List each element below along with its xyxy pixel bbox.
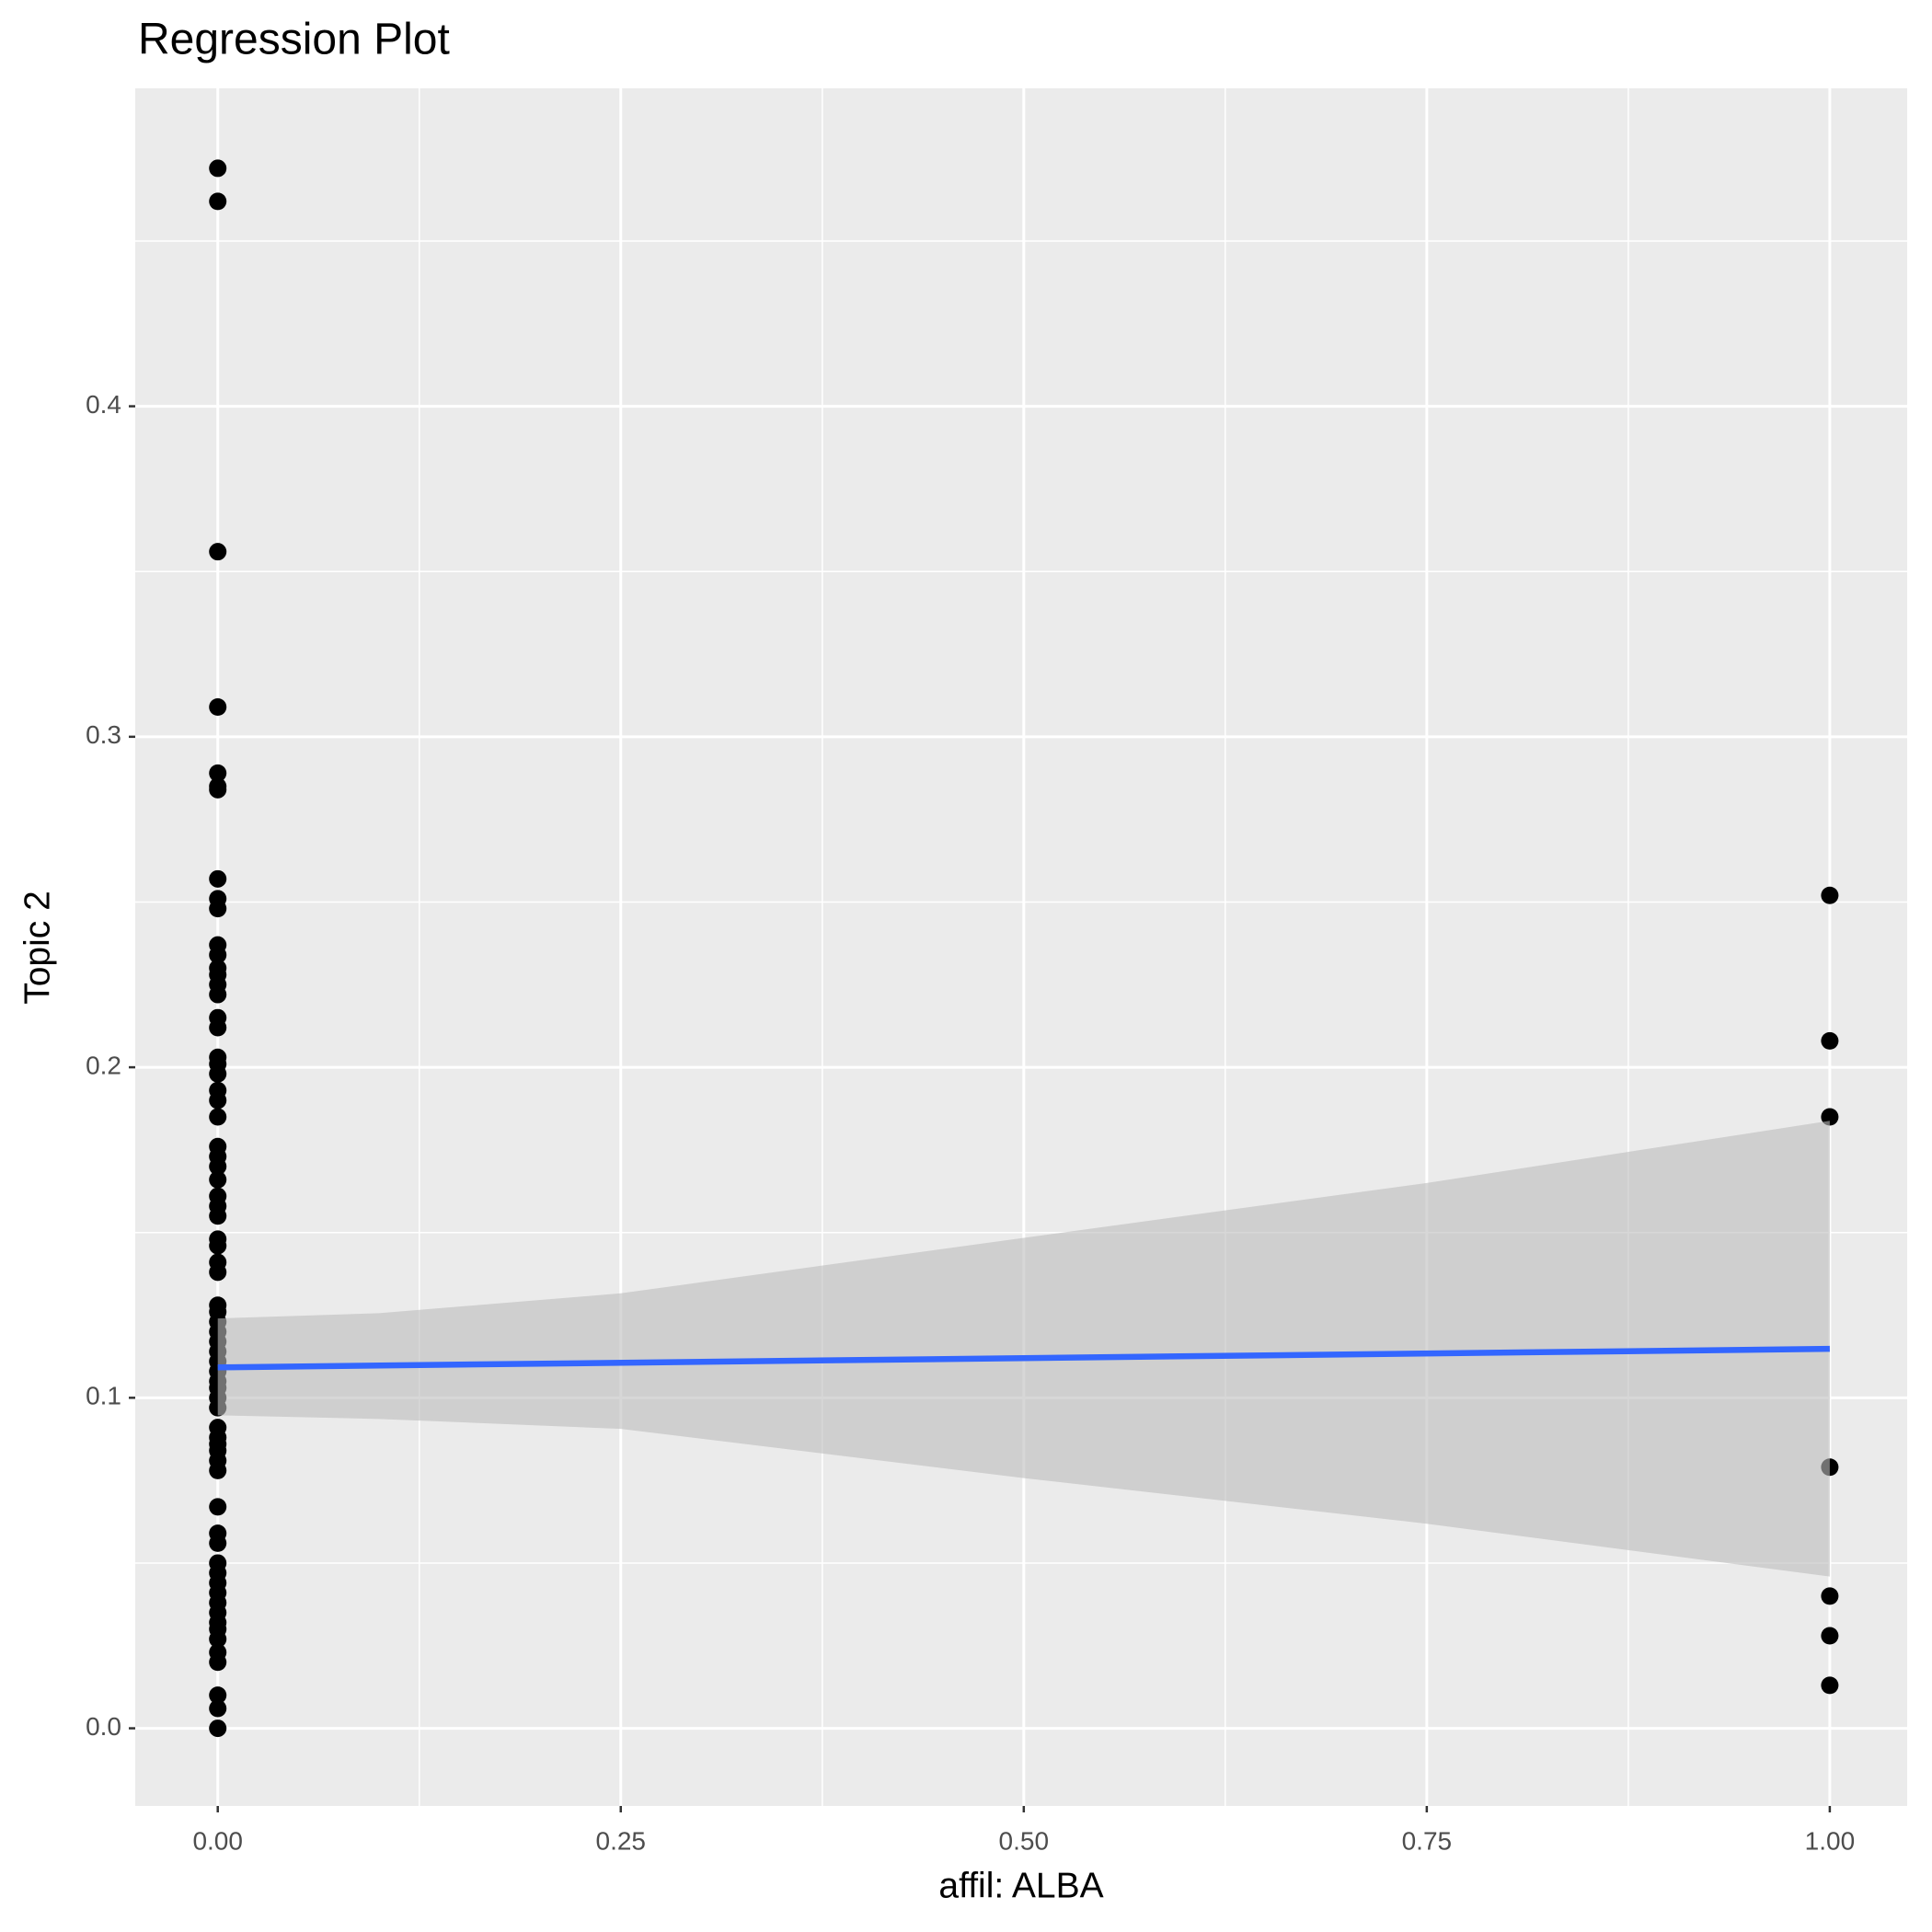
point [209, 1018, 227, 1037]
y-tick-label: 0.3 [86, 720, 121, 749]
point [209, 1653, 227, 1672]
point [209, 1630, 227, 1649]
point [209, 1461, 227, 1479]
fit-line [217, 1345, 1830, 1371]
point [209, 1157, 227, 1176]
point [209, 698, 227, 717]
point [209, 869, 227, 888]
point [209, 1699, 227, 1718]
point [209, 1498, 227, 1516]
point [209, 900, 227, 918]
point [209, 543, 227, 561]
x-axis-label: affil: ALBA [938, 1866, 1103, 1905]
y-tick-label: 0.0 [86, 1712, 121, 1741]
point [209, 1170, 227, 1189]
point [209, 1236, 227, 1255]
point [209, 1263, 227, 1282]
y-tick-label: 0.4 [86, 390, 121, 419]
point [1821, 1587, 1839, 1605]
point [209, 1064, 227, 1083]
point [1821, 1676, 1839, 1695]
point [209, 1686, 227, 1705]
point [1821, 1031, 1839, 1050]
point [1821, 1627, 1839, 1645]
point [209, 1091, 227, 1110]
confidence-band [217, 1121, 1830, 1577]
point [209, 1108, 227, 1126]
y-tick-label: 0.2 [86, 1051, 121, 1079]
point [209, 192, 227, 211]
point [209, 1534, 227, 1552]
x-tick-label: 0.50 [999, 1826, 1050, 1855]
point [209, 985, 227, 1004]
point [209, 780, 227, 799]
point [209, 946, 227, 964]
point [209, 159, 227, 178]
y-axis-label: Topic 2 [17, 891, 57, 1005]
point [209, 1207, 227, 1225]
point [1821, 1108, 1839, 1126]
point [209, 764, 227, 782]
chart-title: Regression Plot [138, 16, 450, 64]
x-tick-label: 0.75 [1402, 1826, 1453, 1855]
x-tick-label: 0.25 [596, 1826, 647, 1855]
point [1821, 886, 1839, 904]
x-tick-label: 0.00 [192, 1826, 243, 1855]
y-tick-label: 0.1 [86, 1382, 121, 1410]
point [209, 1719, 227, 1738]
x-tick-label: 1.00 [1805, 1826, 1856, 1855]
